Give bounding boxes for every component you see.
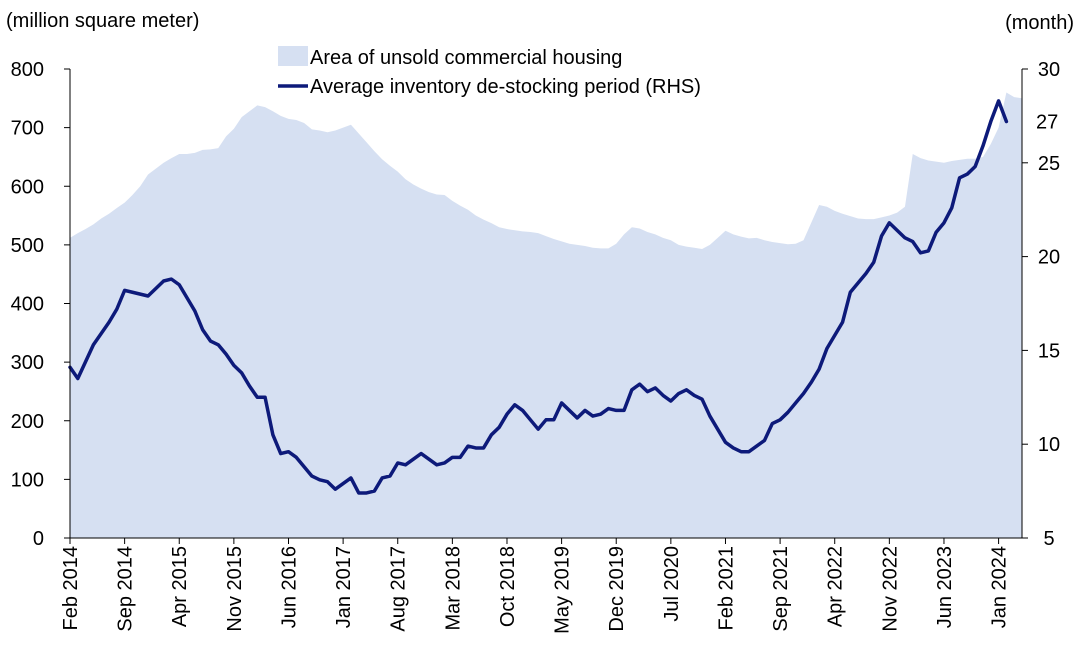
left-tick-label: 800 [11,59,44,81]
right-tick-label: 15 [1038,340,1060,362]
left-tick-label: 300 [11,352,44,374]
left-tick-label: 500 [11,235,44,257]
x-tick-label: Sep 2014 [115,546,137,632]
x-tick-label: Feb 2021 [715,546,737,631]
x-tick-label: May 2019 [552,546,574,634]
last-value-label: 27 [1036,112,1058,134]
x-tick-label: Nov 2022 [879,546,901,632]
x-tick-label: Jan 2017 [333,546,355,628]
x-tick-label: Jul 2020 [661,546,683,622]
legend-area-label: Area of unsold commercial housing [310,47,622,69]
left-tick-label: 600 [11,176,44,198]
left-tick-label: 400 [11,294,44,316]
destocking-period-line [68,99,1009,495]
x-tick-label: Dec 2019 [606,546,628,632]
x-tick-label: Jan 2024 [989,546,1011,628]
x-tick-label: Mar 2018 [442,546,464,631]
right-tick-label: 30 [1038,59,1060,81]
x-tick-label: Nov 2015 [224,546,246,632]
left-tick-label: 700 [11,118,44,140]
right-tick-label: 20 [1038,247,1060,269]
left-axis-unit: (million square meter) [6,10,200,32]
x-tick-label: Sep 2021 [770,546,792,632]
legend-line-label: Average inventory de-stocking period (RH… [310,76,701,98]
left-tick-label: 200 [11,411,44,433]
right-tick-label: 10 [1038,434,1060,456]
legend-area-swatch [278,46,308,66]
x-tick-label: Apr 2015 [169,546,191,627]
right-axis-unit: (month) [1005,12,1074,34]
right-tick-label: 25 [1038,153,1060,175]
x-tick-label: Feb 2014 [60,546,82,631]
x-tick-label: Aug 2017 [388,546,410,632]
left-tick-label: 100 [11,469,44,491]
x-tick-label: Jun 2023 [934,546,956,628]
unsold-area-series [70,92,1022,538]
x-tick-label: Jun 2016 [278,546,300,628]
right-tick-label: 5 [1043,528,1054,550]
x-tick-label: Apr 2022 [825,546,847,627]
left-tick-label: 0 [33,528,44,550]
x-tick-label: Oct 2018 [497,546,519,627]
